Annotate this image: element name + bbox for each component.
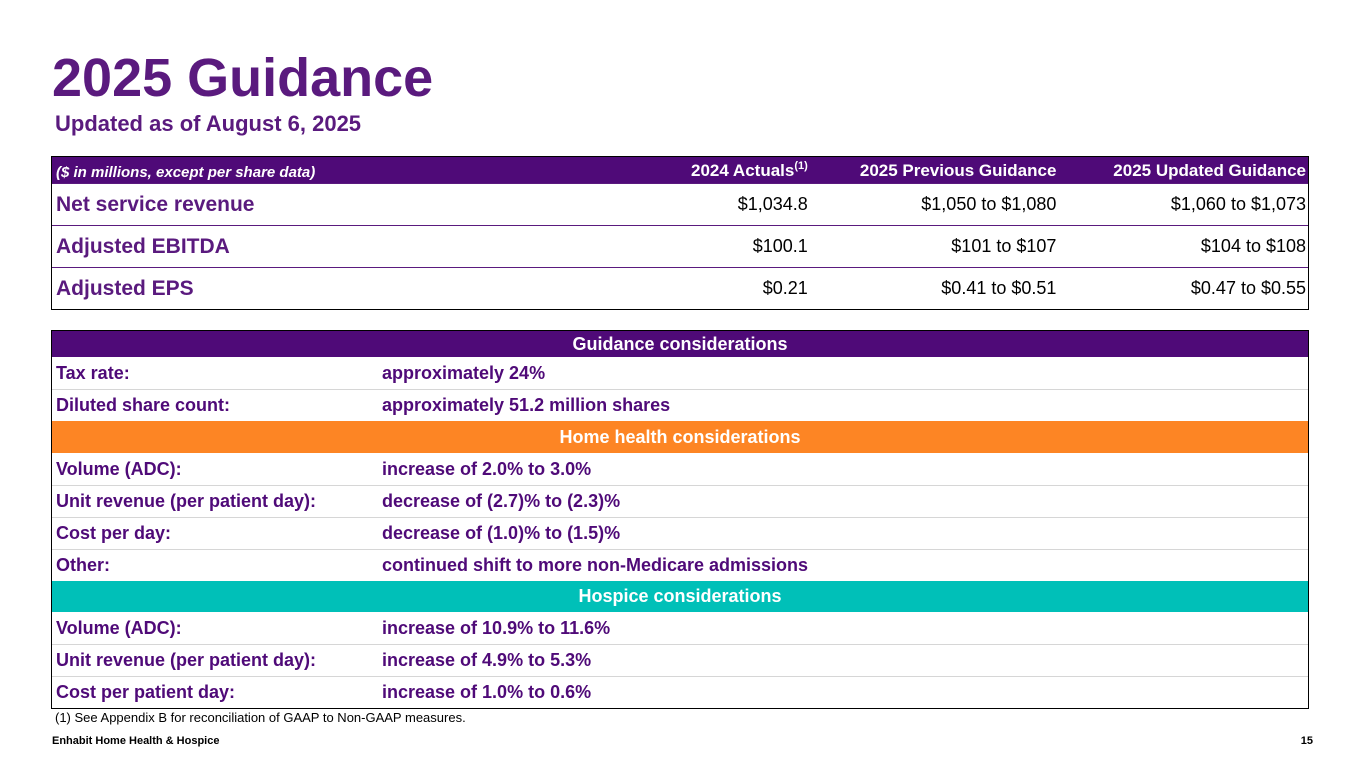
item-value: increase of 1.0% to 0.6%	[382, 682, 592, 702]
list-item: Other: continued shift to more non-Medic…	[52, 549, 1308, 581]
list-item: Volume (ADC): increase of 2.0% to 3.0%	[52, 453, 1308, 485]
item-value: increase of 10.9% to 11.6%	[382, 617, 611, 638]
header-units-label: ($ in millions, except per share data)	[56, 164, 316, 181]
table-header-row: ($ in millions, except per share data) 2…	[52, 157, 1308, 183]
item-value: decrease of (2.7)% to (2.3)%	[382, 491, 621, 511]
item-value: increase of 4.9% to 5.3%	[382, 650, 592, 670]
list-item: Tax rate: approximately 24%	[52, 357, 1308, 389]
hospice-considerations-header: Hospice considerations	[52, 581, 1308, 612]
header-2024-actuals: 2024 Actuals(1)	[525, 160, 810, 181]
cell-actual: $1,034.8	[737, 194, 808, 214]
header-2024-actuals-label: 2024 Actuals	[691, 161, 795, 180]
item-label: Volume (ADC):	[56, 617, 182, 638]
cell-updated: $1,060 to $1,073	[1170, 194, 1307, 214]
item-value: decrease of (1.0)% to (1.5)%	[382, 523, 621, 543]
item-value: increase of 2.0% to 3.0%	[382, 458, 592, 479]
list-item: Diluted share count: approximately 51.2 …	[52, 389, 1308, 421]
item-label: Cost per patient day:	[56, 682, 236, 702]
list-item: Cost per patient day: increase of 1.0% t…	[52, 676, 1308, 708]
list-item: Volume (ADC): increase of 10.9% to 11.6%	[52, 612, 1308, 644]
table-row: Adjusted EBITDA $100.1 $101 to $107 $104…	[52, 225, 1308, 267]
guidance-considerations-header: Guidance considerations	[52, 331, 1308, 357]
item-value: approximately 51.2 million shares	[382, 395, 671, 415]
item-label: Volume (ADC):	[56, 458, 182, 479]
row-label: Net service revenue	[56, 192, 255, 216]
header-previous-guidance: 2025 Previous Guidance	[859, 161, 1057, 180]
list-item: Cost per day: decrease of (1.0)% to (1.5…	[52, 517, 1308, 549]
item-value: continued shift to more non-Medicare adm…	[382, 555, 809, 575]
item-value: approximately 24%	[382, 362, 546, 383]
item-label: Unit revenue (per patient day):	[56, 491, 317, 511]
footnote-marker: (1)	[794, 160, 808, 172]
financial-guidance-table: ($ in millions, except per share data) 2…	[51, 156, 1309, 310]
cell-updated: $0.47 to $0.55	[1190, 278, 1307, 298]
list-item: Unit revenue (per patient day): decrease…	[52, 485, 1308, 517]
cell-previous: $0.41 to $0.51	[941, 278, 1057, 298]
cell-actual: $100.1	[752, 236, 808, 256]
item-label: Tax rate:	[56, 362, 130, 383]
row-label: Adjusted EPS	[56, 276, 194, 300]
cell-actual: $0.21	[762, 278, 808, 298]
item-label: Other:	[56, 555, 110, 575]
item-label: Unit revenue (per patient day):	[56, 650, 317, 670]
page-number: 15	[1300, 735, 1313, 747]
table-row: Adjusted EPS $0.21 $0.41 to $0.51 $0.47 …	[52, 267, 1308, 309]
page-title: 2025 Guidance	[52, 48, 434, 108]
item-label: Diluted share count:	[56, 395, 231, 415]
home-health-considerations-header: Home health considerations	[52, 421, 1308, 453]
footnote: (1) See Appendix B for reconciliation of…	[55, 710, 466, 725]
table-row: Net service revenue $1,034.8 $1,050 to $…	[52, 183, 1308, 225]
considerations-table: Guidance considerations Tax rate: approx…	[51, 330, 1309, 709]
footer-company-name: Enhabit Home Health & Hospice	[52, 735, 220, 747]
item-label: Cost per day:	[56, 523, 172, 543]
row-label: Adjusted EBITDA	[56, 234, 230, 258]
cell-updated: $104 to $108	[1200, 236, 1307, 256]
list-item: Unit revenue (per patient day): increase…	[52, 644, 1308, 676]
cell-previous: $1,050 to $1,080	[921, 194, 1057, 214]
page-subtitle: Updated as of August 6, 2025	[55, 111, 362, 136]
cell-previous: $101 to $107	[951, 236, 1057, 256]
header-updated-guidance: 2025 Updated Guidance	[1113, 161, 1307, 180]
